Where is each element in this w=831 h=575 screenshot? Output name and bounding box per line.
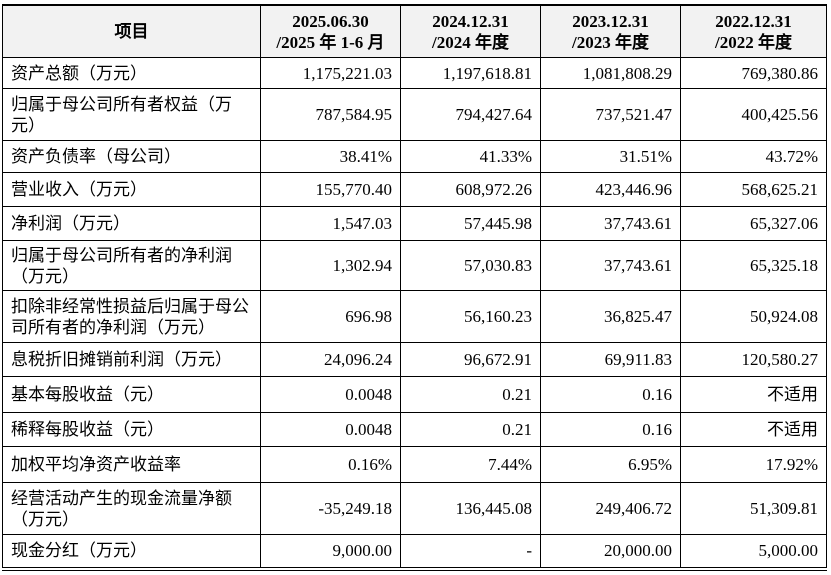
cell-value: - xyxy=(400,534,541,569)
row-label: 资产负债率（母公司） xyxy=(2,140,261,173)
row-label: 息税折旧摊销前利润（万元） xyxy=(2,342,261,377)
cell-value: 不适用 xyxy=(680,412,827,447)
table-row: 营业收入（万元） 155,770.40 608,972.26 423,446.96 56… xyxy=(2,172,827,207)
cell-value: 51,309.81 xyxy=(680,482,827,535)
header-text: 项目 xyxy=(114,22,149,41)
cell-value: 57,030.83 xyxy=(400,240,541,291)
row-label: 资产总额（万元） xyxy=(2,57,261,89)
cell-value: 1,175,221.03 xyxy=(260,57,401,89)
cell-value: 37,743.61 xyxy=(540,206,681,241)
header-text: /2023 年度 xyxy=(572,32,649,52)
table-row: 资产总额（万元） 1,175,221.03 1,197,618.81 1,081,80… xyxy=(2,57,827,89)
cell-value: 43.72% xyxy=(680,140,827,173)
row-label: 稀释每股收益（元） xyxy=(2,412,261,447)
cell-value: 不适用 xyxy=(680,376,827,413)
cell-value: 17.92% xyxy=(680,446,827,483)
cell-value: 1,547.03 xyxy=(260,206,401,241)
row-label: 净利润（万元） xyxy=(2,206,261,241)
cell-value: 400,425.56 xyxy=(680,88,827,141)
cell-value: 769,380.86 xyxy=(680,57,827,89)
cell-value: 0.0048 xyxy=(260,376,401,413)
cell-value: 38.41% xyxy=(260,140,401,173)
cell-value: 69,911.83 xyxy=(540,342,681,377)
cell-value: 57,445.98 xyxy=(400,206,541,241)
cell-value: 0.21 xyxy=(400,412,541,447)
cell-value: 120,580.27 xyxy=(680,342,827,377)
cell-value: 5,000.00 xyxy=(680,534,827,569)
row-label: 经营活动产生的现金流量净额（万元） xyxy=(2,482,261,535)
cell-value: 96,672.91 xyxy=(400,342,541,377)
table-row: 资产负债率（母公司） 38.41% 41.33% 31.51% 43.72% xyxy=(2,140,827,173)
cell-value: 568,625.21 xyxy=(680,172,827,207)
header-text: 2025.06.30 xyxy=(292,11,369,31)
row-label: 现金分红（万元） xyxy=(2,534,261,569)
table-row: 基本每股收益（元） 0.0048 0.21 0.16 不适用 xyxy=(2,376,827,413)
row-label: 扣除非经常性损益后归属于母公司所有者的净利润（万元） xyxy=(2,290,261,343)
cell-value: 24,096.24 xyxy=(260,342,401,377)
header-cell: 2024.12.31/2024 年度 xyxy=(400,4,541,58)
header-row: 项目 2025.06.30/2025 年 1-6 月 2024.12.31/2024… xyxy=(2,4,827,58)
row-label: 基本每股收益（元） xyxy=(2,376,261,413)
cell-value: 737,521.47 xyxy=(540,88,681,141)
header-cell: 2025.06.30/2025 年 1-6 月 xyxy=(260,4,401,58)
header-cell: 项目 xyxy=(2,4,261,58)
cell-value: 65,327.06 xyxy=(680,206,827,241)
header-cell: 2022.12.31/2022 年度 xyxy=(680,4,827,58)
header-text: /2024 年度 xyxy=(432,32,509,52)
table-row: 归属于母公司所有者权益（万元） 787,584.95 794,427.64 737,5… xyxy=(2,88,827,141)
table-row: 息税折旧摊销前利润（万元） 24,096.24 96,672.91 69,911.83… xyxy=(2,342,827,377)
cell-value: 696.98 xyxy=(260,290,401,343)
cell-value: 0.21 xyxy=(400,376,541,413)
table-row: 现金分红（万元） 9,000.00-20,000.00 5,000.00 xyxy=(2,534,827,569)
cell-value: 36,825.47 xyxy=(540,290,681,343)
cell-value: -35,249.18 xyxy=(260,482,401,535)
row-label: 加权平均净资产收益率 xyxy=(2,446,261,483)
cell-value: 41.33% xyxy=(400,140,541,173)
cell-value: 0.16 xyxy=(540,412,681,447)
cell-value: 608,972.26 xyxy=(400,172,541,207)
row-label: 归属于母公司所有者的净利润（万元） xyxy=(2,240,261,291)
header-text: 2023.12.31 xyxy=(572,11,649,31)
table-row: 净利润（万元） 1,547.03 57,445.98 37,743.61 65,327.… xyxy=(2,206,827,241)
table-body: 资产总额（万元） 1,175,221.03 1,197,618.81 1,081,80… xyxy=(2,57,827,569)
cell-value: 0.16% xyxy=(260,446,401,483)
header-text: /2022 年度 xyxy=(715,32,792,52)
cell-value: 1,302.94 xyxy=(260,240,401,291)
header-text: /2025 年 1-6 月 xyxy=(276,32,385,52)
cell-value: 9,000.00 xyxy=(260,534,401,569)
cell-value: 155,770.40 xyxy=(260,172,401,207)
table-row: 加权平均净资产收益率 0.16% 7.44% 6.95% 17.92% xyxy=(2,446,827,483)
cell-value: 37,743.61 xyxy=(540,240,681,291)
cell-value: 0.16 xyxy=(540,376,681,413)
cell-value: 1,081,808.29 xyxy=(540,57,681,89)
cell-value: 787,584.95 xyxy=(260,88,401,141)
row-label: 营业收入（万元） xyxy=(2,172,261,207)
table-row: 稀释每股收益（元） 0.0048 0.21 0.16 不适用 xyxy=(2,412,827,447)
header-cell: 2023.12.31/2023 年度 xyxy=(540,4,681,58)
header-text: 2022.12.31 xyxy=(715,11,792,31)
cell-value: 56,160.23 xyxy=(400,290,541,343)
cell-value: 0.0048 xyxy=(260,412,401,447)
cell-value: 50,924.08 xyxy=(680,290,827,343)
cell-value: 6.95% xyxy=(540,446,681,483)
cell-value: 20,000.00 xyxy=(540,534,681,569)
cell-value: 423,446.96 xyxy=(540,172,681,207)
table-row: 归属于母公司所有者的净利润（万元） 1,302.94 57,030.83 37,743… xyxy=(2,240,827,291)
row-label: 归属于母公司所有者权益（万元） xyxy=(2,88,261,141)
header-text: 2024.12.31 xyxy=(432,11,509,31)
cell-value: 794,427.64 xyxy=(400,88,541,141)
cell-value: 136,445.08 xyxy=(400,482,541,535)
cell-value: 7.44% xyxy=(400,446,541,483)
table-row: 扣除非经常性损益后归属于母公司所有者的净利润（万元） 696.98 56,160.2… xyxy=(2,290,827,343)
table-row: 经营活动产生的现金流量净额（万元） -35,249.18 136,445.08 249… xyxy=(2,482,827,535)
financial-table: 项目 2025.06.30/2025 年 1-6 月 2024.12.31/2024… xyxy=(2,4,827,571)
cell-value: 31.51% xyxy=(540,140,681,173)
cell-value: 65,325.18 xyxy=(680,240,827,291)
cell-value: 1,197,618.81 xyxy=(400,57,541,89)
cell-value: 249,406.72 xyxy=(540,482,681,535)
